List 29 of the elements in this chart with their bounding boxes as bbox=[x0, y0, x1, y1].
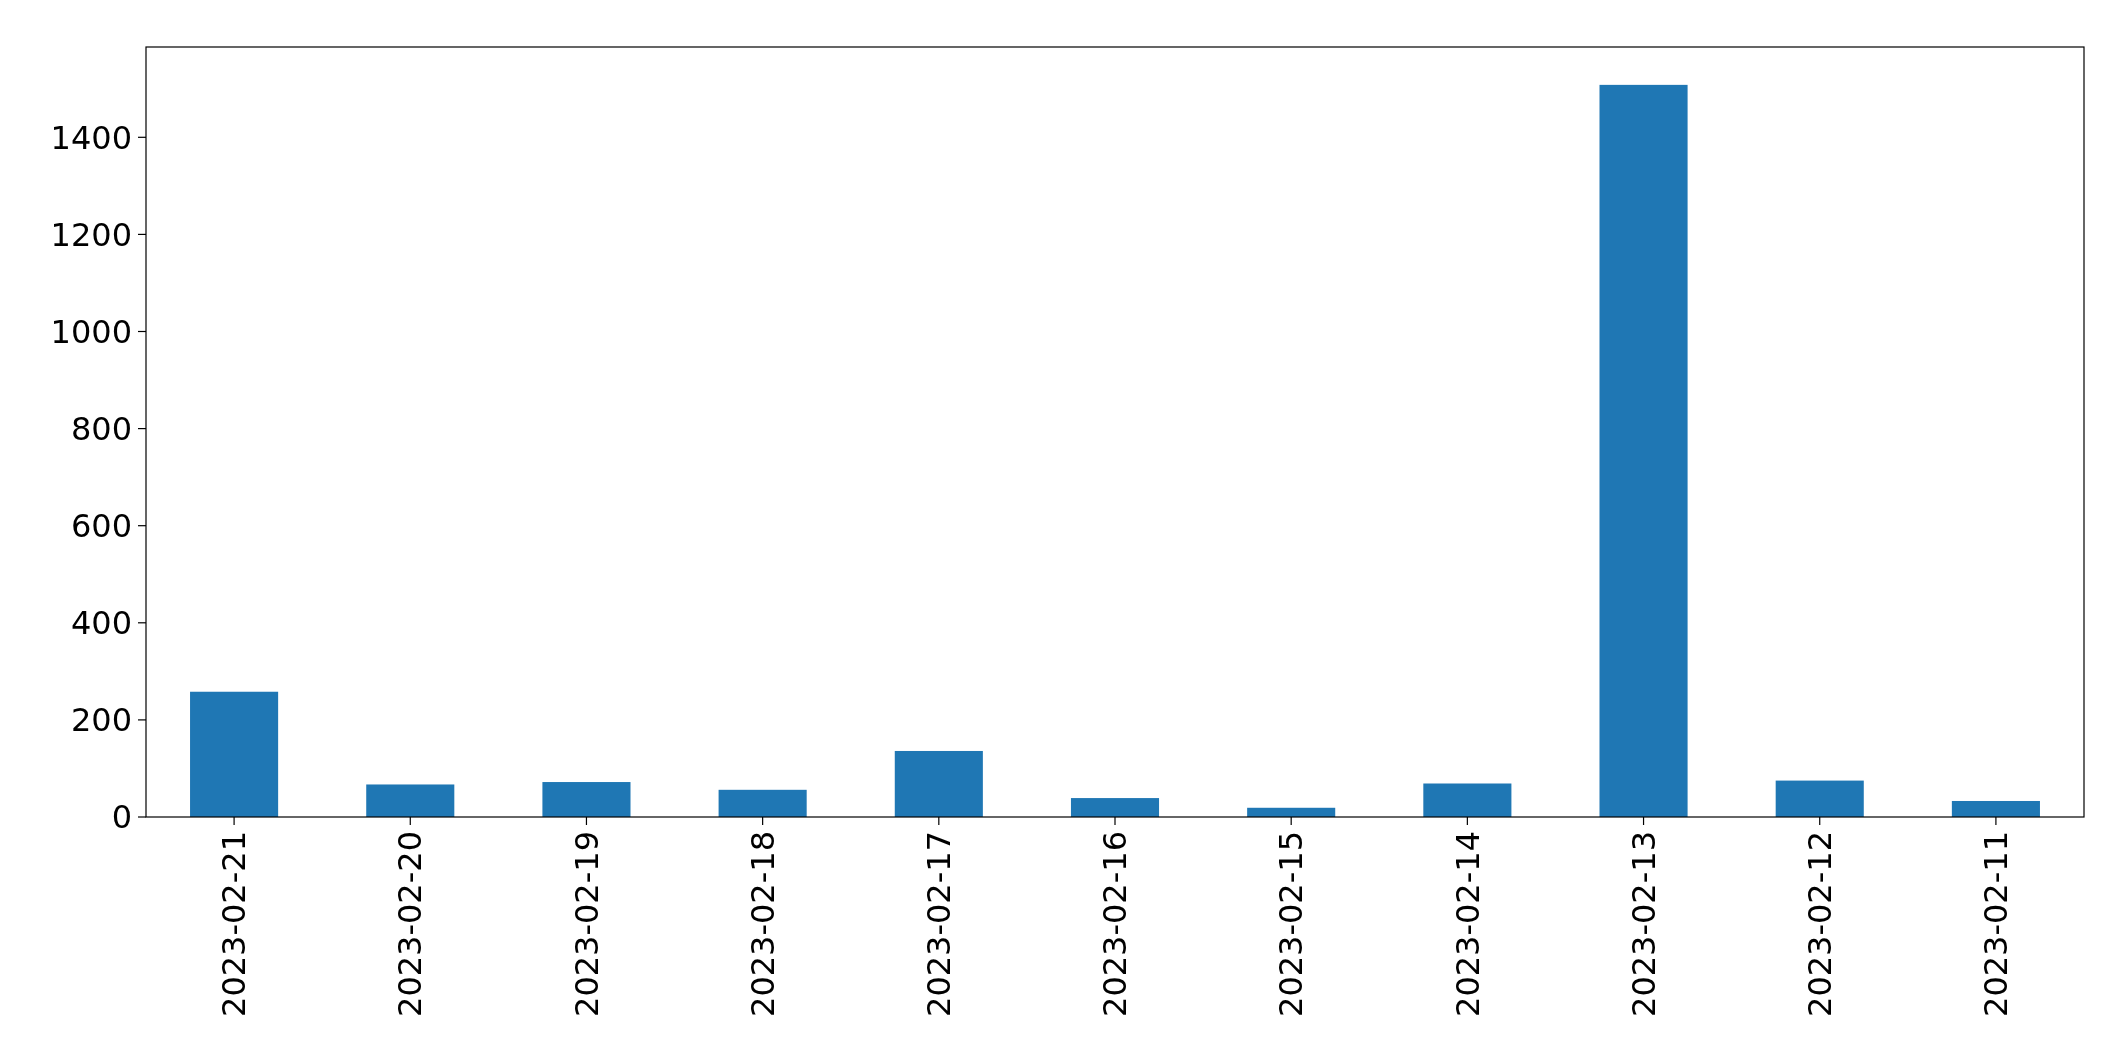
y-tick-label: 1400 bbox=[50, 118, 132, 157]
x-tick-label: 2023-02-19 bbox=[567, 831, 606, 1017]
bar bbox=[366, 784, 455, 817]
y-tick-label: 800 bbox=[70, 409, 132, 448]
bar bbox=[894, 750, 983, 817]
bar bbox=[1423, 783, 1512, 817]
x-tick-label: 2023-02-15 bbox=[1272, 831, 1311, 1017]
x-tick-label: 2023-02-20 bbox=[391, 831, 430, 1017]
x-tick-label: 2023-02-16 bbox=[1096, 831, 1135, 1017]
bar bbox=[1599, 84, 1688, 817]
bar bbox=[542, 782, 631, 817]
bar bbox=[1775, 780, 1864, 817]
x-tick-label: 2023-02-13 bbox=[1624, 831, 1663, 1017]
y-tick-label: 0 bbox=[111, 798, 132, 837]
bar bbox=[1070, 798, 1160, 817]
x-tick-label: 2023-02-11 bbox=[1977, 831, 2016, 1017]
y-tick-label: 1200 bbox=[50, 215, 132, 254]
y-tick-label: 1000 bbox=[50, 312, 132, 351]
y-tick-label: 600 bbox=[70, 506, 132, 545]
x-tick-label: 2023-02-21 bbox=[215, 831, 254, 1017]
bar bbox=[1951, 800, 2040, 817]
bar bbox=[718, 789, 807, 817]
y-tick-label: 200 bbox=[70, 701, 132, 740]
x-tick-label: 2023-02-12 bbox=[1800, 831, 1839, 1017]
bar bbox=[190, 691, 279, 817]
y-tick-label: 400 bbox=[70, 604, 132, 642]
x-tick-label: 2023-02-18 bbox=[743, 831, 782, 1017]
x-tick-label: 2023-02-14 bbox=[1448, 831, 1487, 1017]
x-tick-label: 2023-02-17 bbox=[920, 831, 959, 1017]
